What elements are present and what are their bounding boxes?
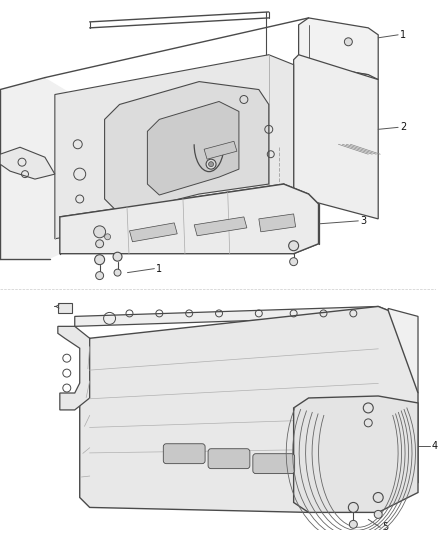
Circle shape <box>240 95 248 103</box>
Polygon shape <box>194 217 247 236</box>
Circle shape <box>94 226 106 238</box>
Polygon shape <box>293 55 378 219</box>
Text: 1: 1 <box>203 222 209 232</box>
Circle shape <box>374 511 382 519</box>
Circle shape <box>95 255 105 265</box>
Polygon shape <box>299 18 378 79</box>
Text: 4: 4 <box>432 441 438 451</box>
Text: 1: 1 <box>156 264 162 273</box>
Polygon shape <box>388 309 418 393</box>
Circle shape <box>114 269 121 276</box>
Polygon shape <box>55 55 293 239</box>
Circle shape <box>350 520 357 528</box>
Polygon shape <box>58 326 90 410</box>
Polygon shape <box>204 141 237 159</box>
Text: 1: 1 <box>400 30 406 40</box>
Polygon shape <box>147 101 239 195</box>
Polygon shape <box>0 147 55 179</box>
Polygon shape <box>80 306 418 512</box>
Polygon shape <box>293 396 418 512</box>
Circle shape <box>105 234 110 240</box>
Circle shape <box>95 272 104 280</box>
Text: 5: 5 <box>382 522 389 532</box>
Circle shape <box>373 492 383 503</box>
FancyBboxPatch shape <box>163 444 205 464</box>
Polygon shape <box>75 306 388 326</box>
Circle shape <box>348 503 358 512</box>
Circle shape <box>289 241 299 251</box>
Circle shape <box>95 240 104 248</box>
FancyBboxPatch shape <box>253 454 295 474</box>
Polygon shape <box>58 303 72 313</box>
Circle shape <box>290 257 298 265</box>
Polygon shape <box>130 223 177 242</box>
Polygon shape <box>105 82 269 214</box>
Circle shape <box>208 161 214 167</box>
Polygon shape <box>259 214 296 232</box>
Text: 3: 3 <box>360 216 367 226</box>
Circle shape <box>206 159 216 169</box>
Circle shape <box>113 252 122 261</box>
Polygon shape <box>0 78 95 259</box>
Polygon shape <box>60 184 318 254</box>
Circle shape <box>344 38 352 46</box>
FancyBboxPatch shape <box>208 449 250 469</box>
Text: 2: 2 <box>400 123 406 132</box>
